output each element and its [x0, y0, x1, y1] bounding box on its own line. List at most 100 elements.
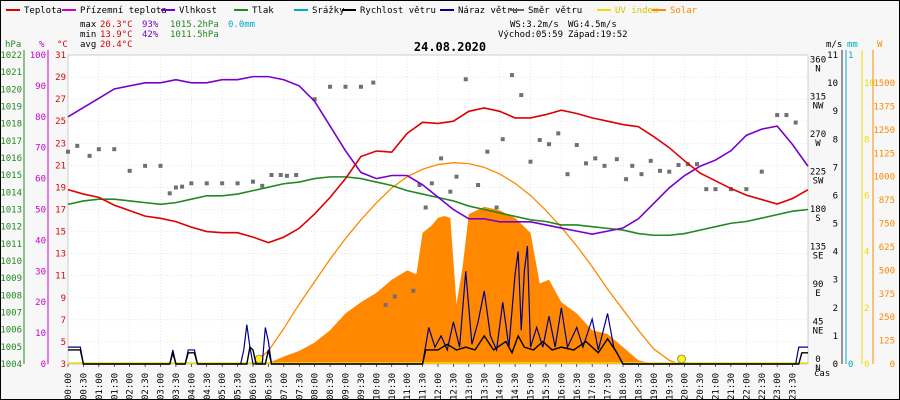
wind-dir-point: [392, 294, 397, 299]
tick-label-dir-name: E: [815, 289, 820, 299]
wind-dir-point: [143, 163, 148, 168]
x-tick-label: 05:00: [218, 373, 228, 400]
axis-unit-pct: %: [39, 40, 45, 50]
tick-label-temp: 31: [55, 51, 66, 61]
tick-label-hpa: 1010: [0, 257, 22, 267]
wind-dir-point: [269, 173, 274, 178]
wind-dir-point: [784, 113, 789, 118]
wind-dir-point: [775, 113, 780, 118]
tick-label-mm: 0: [848, 360, 853, 370]
wind-dir-point: [448, 189, 453, 194]
stat-min-press: 1011.5hPa: [170, 30, 219, 40]
x-tick-label: 01:30: [110, 373, 120, 400]
tick-label-hpa: 1018: [0, 120, 22, 130]
stat-max-temp: 26.3°C: [100, 20, 133, 30]
wind-dir-point: [648, 158, 653, 163]
tick-label-uv: 8: [864, 135, 869, 145]
wind-dir-point: [713, 187, 718, 192]
wind-dir-point: [704, 187, 709, 192]
wind-dir-point: [667, 169, 672, 174]
legend-label: Přízemní teplota: [80, 6, 167, 16]
series-humidity-line: [67, 75, 809, 236]
x-tick-label: 14:30: [511, 373, 521, 400]
tick-label-hpa: 1011: [0, 240, 22, 250]
wind-dir-point: [593, 156, 598, 161]
tick-label-dir-name: S: [815, 214, 820, 224]
x-tick-label: 12:00: [434, 373, 444, 400]
series-solar-area: [253, 206, 654, 364]
tick-label-hpa: 1016: [0, 154, 22, 164]
x-tick-label: 00:00: [64, 373, 74, 400]
tick-label-w: 250: [879, 313, 895, 323]
tick-label-ms: 1: [833, 332, 838, 342]
tick-label-temp: 7: [61, 316, 66, 326]
x-tick-label: 04:30: [203, 373, 213, 400]
wind-dir-point: [112, 147, 117, 152]
wind-dir-point: [624, 177, 629, 182]
tick-label-temp: 11: [55, 272, 66, 282]
wind-dir-point: [173, 185, 178, 190]
wind-dir-point: [510, 73, 514, 78]
tick-label-ms: 4: [833, 248, 838, 258]
x-tick-label: 14:00: [496, 373, 506, 400]
x-tick-label: 00:30: [79, 373, 89, 400]
stat-max-rain: 0.0mm: [228, 20, 255, 30]
x-tick-label: 22:00: [742, 373, 752, 400]
tick-label-temp: 13: [55, 250, 66, 260]
tick-label-ms: 0: [833, 360, 838, 370]
x-tick-label: 08:00: [311, 373, 321, 400]
x-tick-label: 13:30: [480, 373, 490, 400]
chart-title: 24.08.2020: [414, 40, 486, 54]
x-axis-label: čas: [814, 368, 830, 379]
wind-dir-point: [429, 181, 434, 186]
tick-label-dir-deg: 0: [815, 355, 820, 365]
x-tick-label: 06:00: [249, 373, 259, 400]
wind-dir-point: [180, 184, 185, 189]
tick-label-dir-deg: 90: [813, 280, 824, 290]
tick-label-dir-name: SE: [813, 252, 824, 262]
wind-dir-point: [574, 143, 579, 148]
wind-dir-point: [312, 97, 317, 102]
wind-dir-point: [75, 143, 80, 148]
tick-label-w: 625: [879, 243, 895, 253]
tick-label-hpa: 1013: [0, 206, 22, 216]
x-tick-label: 07:30: [295, 373, 305, 400]
tick-label-dir-deg: 315: [810, 93, 826, 103]
wind-dir-point: [584, 161, 588, 166]
x-tick-label: 17:30: [604, 373, 614, 400]
tick-label-temp: 21: [55, 161, 66, 171]
wind-dir-point: [485, 149, 490, 154]
stat-max-hum: 93%: [142, 20, 159, 30]
tick-label-temp: 29: [55, 73, 66, 83]
axis-unit-ms: m/s: [826, 40, 842, 50]
x-tick-label: 11:30: [419, 373, 429, 400]
x-tick-label: 20:30: [696, 373, 706, 400]
tick-label-hpa: 1005: [0, 343, 22, 353]
wind-dir-point: [423, 205, 428, 210]
tick-label-pct: 30: [35, 267, 46, 277]
tick-label-pct: 80: [35, 113, 46, 123]
axis-unit-hpa: hPa: [5, 40, 21, 50]
wind-dir-point: [695, 162, 699, 167]
tick-label-hpa: 1012: [0, 223, 22, 233]
tick-label-dir-deg: 135: [810, 243, 826, 253]
x-tick-label: 19:00: [650, 373, 660, 400]
x-tick-label: 22:30: [758, 373, 768, 400]
x-tick-label: 12:30: [449, 373, 459, 400]
tick-label-hpa: 1006: [0, 326, 22, 336]
tick-label-ms: 11: [827, 51, 838, 61]
tick-label-mm: 1: [848, 51, 853, 61]
stat-max-press: 1015.2hPa: [170, 20, 219, 30]
tick-label-pct: 50: [35, 206, 46, 216]
tick-label-w: 750: [879, 220, 895, 230]
tick-label-dir-name: N: [815, 64, 820, 74]
x-tick-label: 21:30: [727, 373, 737, 400]
tick-label-temp: 23: [55, 139, 66, 149]
x-tick-label: 09:30: [357, 373, 367, 400]
legend-label: Směr větru: [528, 6, 582, 16]
tick-label-uv: 0: [864, 360, 869, 370]
wind-dir-point: [454, 174, 459, 179]
tick-label-hpa: 1009: [0, 274, 22, 284]
wind-dir-point: [278, 173, 283, 178]
